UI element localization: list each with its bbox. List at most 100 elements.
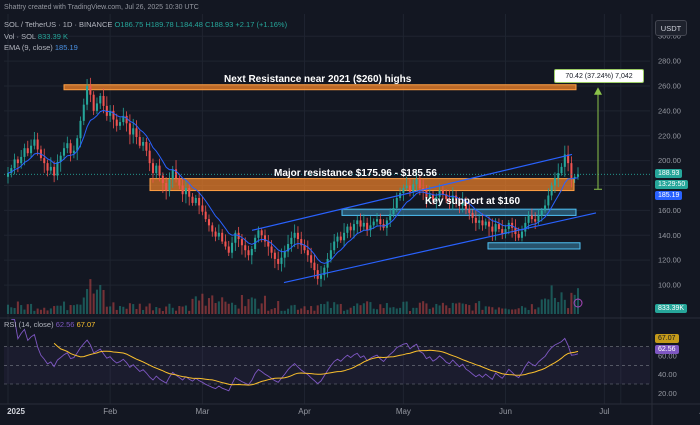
candle-body	[277, 258, 280, 264]
ema-polyline	[7, 109, 579, 264]
volume-bar	[178, 306, 181, 314]
candle-body	[115, 119, 118, 126]
volume-bar	[181, 306, 184, 314]
candle-body	[181, 185, 184, 195]
candle-body	[461, 201, 464, 206]
candle-body	[534, 219, 537, 222]
candle-body	[92, 94, 95, 111]
volume-bar	[488, 306, 491, 314]
volume-bar	[563, 299, 566, 314]
measure-arrowhead	[594, 87, 602, 95]
candle-body	[474, 217, 477, 223]
candle-body	[280, 257, 283, 264]
candle-body	[402, 188, 405, 193]
volume-bar	[560, 292, 563, 314]
volume-legend[interactable]: Vol · SOL 833.39 K	[4, 32, 68, 41]
volume-bar	[49, 308, 52, 314]
volume-bar	[155, 307, 158, 314]
major-resistance-label: Major resistance $175.96 - $185.56	[274, 168, 437, 179]
volume-bar	[425, 303, 428, 314]
symbol-line[interactable]: SOL / TetherUS · 1D · BINANCE	[4, 20, 113, 29]
candle-body	[544, 205, 547, 211]
candle-body	[247, 250, 250, 256]
candle-body	[313, 262, 316, 271]
candle-body	[194, 197, 197, 203]
candle-body	[527, 215, 530, 223]
volume-bar	[184, 305, 187, 314]
volume-bar	[267, 310, 270, 314]
volume-bar	[237, 308, 240, 314]
volume-bar	[570, 292, 573, 314]
volume-bar	[372, 308, 375, 314]
volume-bar	[273, 308, 276, 314]
major-resistance-zone	[149, 178, 575, 192]
candle-body	[303, 245, 306, 251]
volume-bar	[323, 304, 326, 314]
volume-bar	[234, 304, 237, 314]
rsi-badge: 62.56	[655, 345, 679, 354]
candle-body	[168, 179, 171, 191]
volume-bar	[313, 310, 316, 314]
candle-body	[270, 246, 273, 253]
rsi-pane	[4, 319, 650, 392]
candle-body	[346, 226, 349, 233]
candle-body	[105, 105, 108, 116]
candle-body	[428, 194, 431, 198]
price-tick-label: 220.00	[658, 131, 681, 140]
volume-bar	[530, 304, 533, 314]
channel-lower-line	[283, 212, 597, 284]
measure-arrow[interactable]	[573, 87, 602, 308]
rsi-band	[4, 346, 650, 384]
candle-body	[405, 185, 408, 189]
candle-body	[135, 128, 138, 138]
volume-bar	[356, 303, 359, 314]
volume-bar	[89, 279, 92, 314]
candle-body	[448, 199, 451, 202]
watermark-text: Shattry created with TradingView.com, Ju…	[4, 4, 199, 11]
candle-body	[125, 115, 128, 124]
candle-body	[336, 236, 339, 242]
time-tick-label: Feb	[103, 407, 117, 416]
candle-body	[408, 185, 411, 192]
volume-bar	[520, 306, 524, 314]
volume-bar	[33, 310, 36, 314]
candle-body	[178, 178, 181, 186]
key-support-label: Key support at $160	[425, 196, 521, 207]
ema-value: 185.19	[54, 43, 78, 52]
candle-body	[484, 221, 487, 226]
currency-button[interactable]: USDT	[655, 20, 687, 36]
rsi-legend[interactable]: RSI (14, close) 62.56 67.07	[4, 320, 95, 329]
volume-bar	[349, 307, 352, 314]
price-tick-label: 120.00	[658, 256, 681, 265]
volume-bar	[310, 306, 313, 314]
volume-bar	[115, 309, 118, 314]
candle-body	[501, 229, 504, 235]
ema-legend[interactable]: EMA (9, close) 185.19	[4, 43, 78, 52]
candle-body	[471, 212, 474, 218]
candle-body	[435, 196, 438, 201]
volume-bar	[507, 309, 510, 314]
rsi-tick-label: 60.00	[658, 352, 677, 361]
candle-body	[76, 138, 79, 151]
candle-body	[26, 148, 29, 154]
trend-channel[interactable]	[251, 153, 597, 284]
volume-bar	[382, 308, 385, 314]
volume-bar	[412, 307, 415, 314]
candle-body	[415, 179, 418, 185]
volume-bar	[573, 294, 576, 314]
volume-bar	[484, 306, 487, 314]
candle-body	[43, 158, 46, 164]
candle-body	[260, 230, 263, 236]
volume-bar	[497, 307, 500, 314]
volume-bar	[263, 295, 267, 314]
volume-bar	[194, 296, 197, 314]
candle-body	[69, 143, 72, 154]
volume-bar	[448, 308, 451, 314]
volume-bar	[66, 310, 69, 314]
volume-bar	[39, 309, 42, 314]
candle-body	[109, 110, 112, 116]
volume-bar	[214, 303, 217, 314]
volume-bar	[43, 307, 46, 314]
volume-bar	[438, 305, 441, 314]
